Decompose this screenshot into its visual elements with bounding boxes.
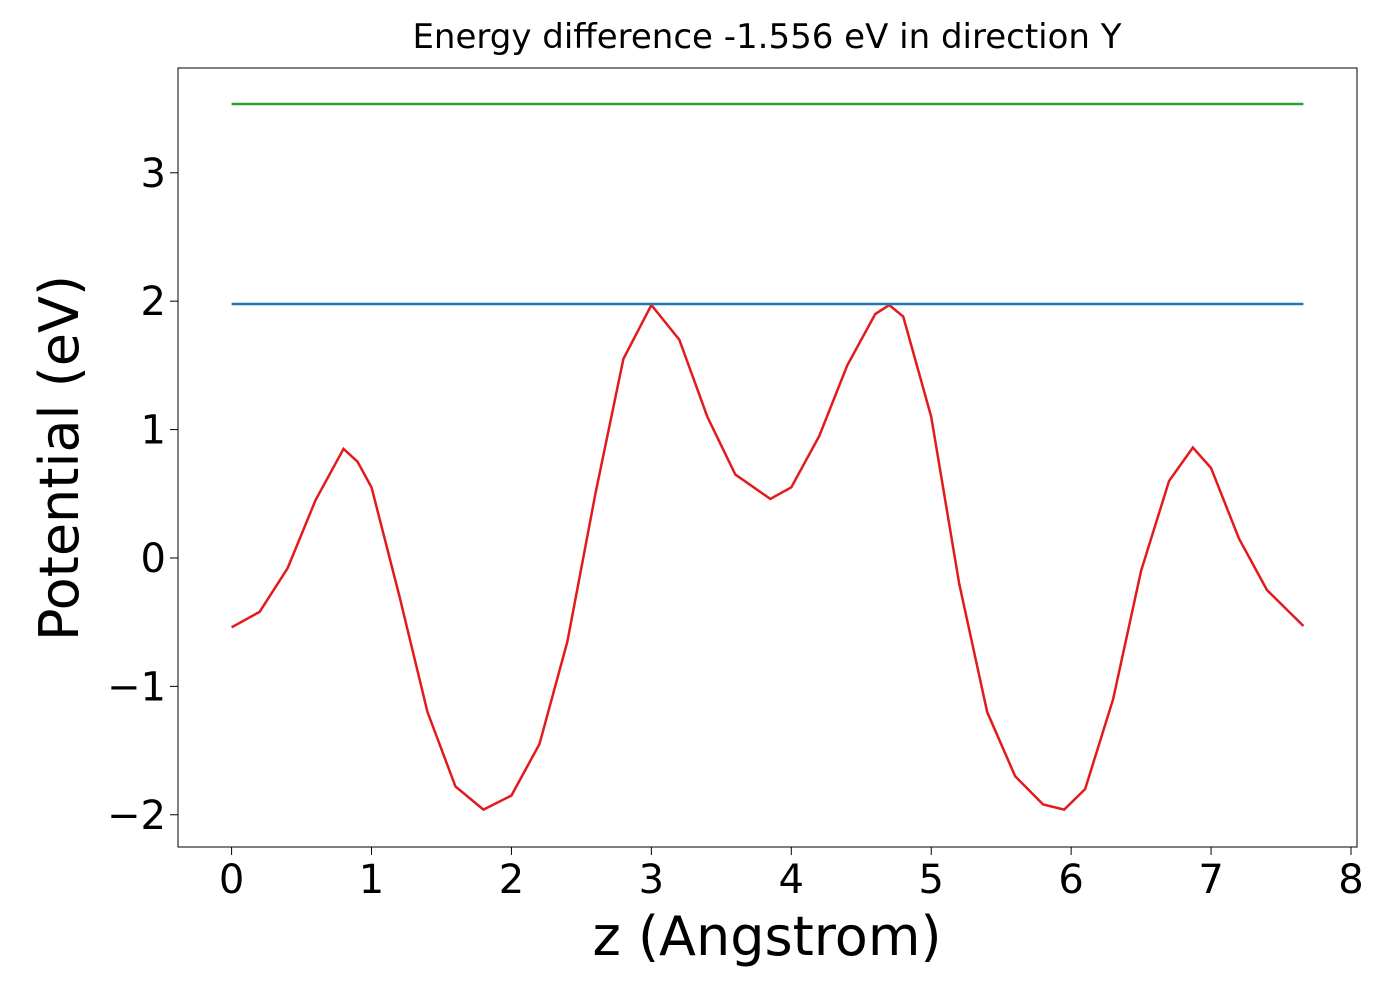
x-tick-label: 8 xyxy=(1338,857,1363,903)
x-tick-label: 4 xyxy=(779,857,804,903)
y-tick-label: 2 xyxy=(141,279,166,325)
data-line xyxy=(230,302,1305,812)
y-tick-label: 0 xyxy=(141,536,166,582)
x-tick-label: 3 xyxy=(639,857,664,903)
chart-title: Energy difference -1.556 eV in direction… xyxy=(412,17,1121,57)
y-tick-label: −1 xyxy=(107,664,166,710)
y-tick-label: −2 xyxy=(107,793,166,839)
x-axis-label: z (Angstrom) xyxy=(592,905,941,968)
x-tick-label: 5 xyxy=(918,857,943,903)
plot-frame xyxy=(177,67,1358,848)
x-tick-label: 1 xyxy=(359,857,384,903)
y-tick-label: 3 xyxy=(141,151,166,197)
x-tick-label: 0 xyxy=(219,857,244,903)
x-tick-label: 6 xyxy=(1058,857,1083,903)
x-tick-label: 7 xyxy=(1198,857,1223,903)
y-tick-label: 1 xyxy=(141,408,166,454)
y-axis-label: Potential (eV) xyxy=(28,275,91,641)
x-tick-label: 2 xyxy=(499,857,524,903)
